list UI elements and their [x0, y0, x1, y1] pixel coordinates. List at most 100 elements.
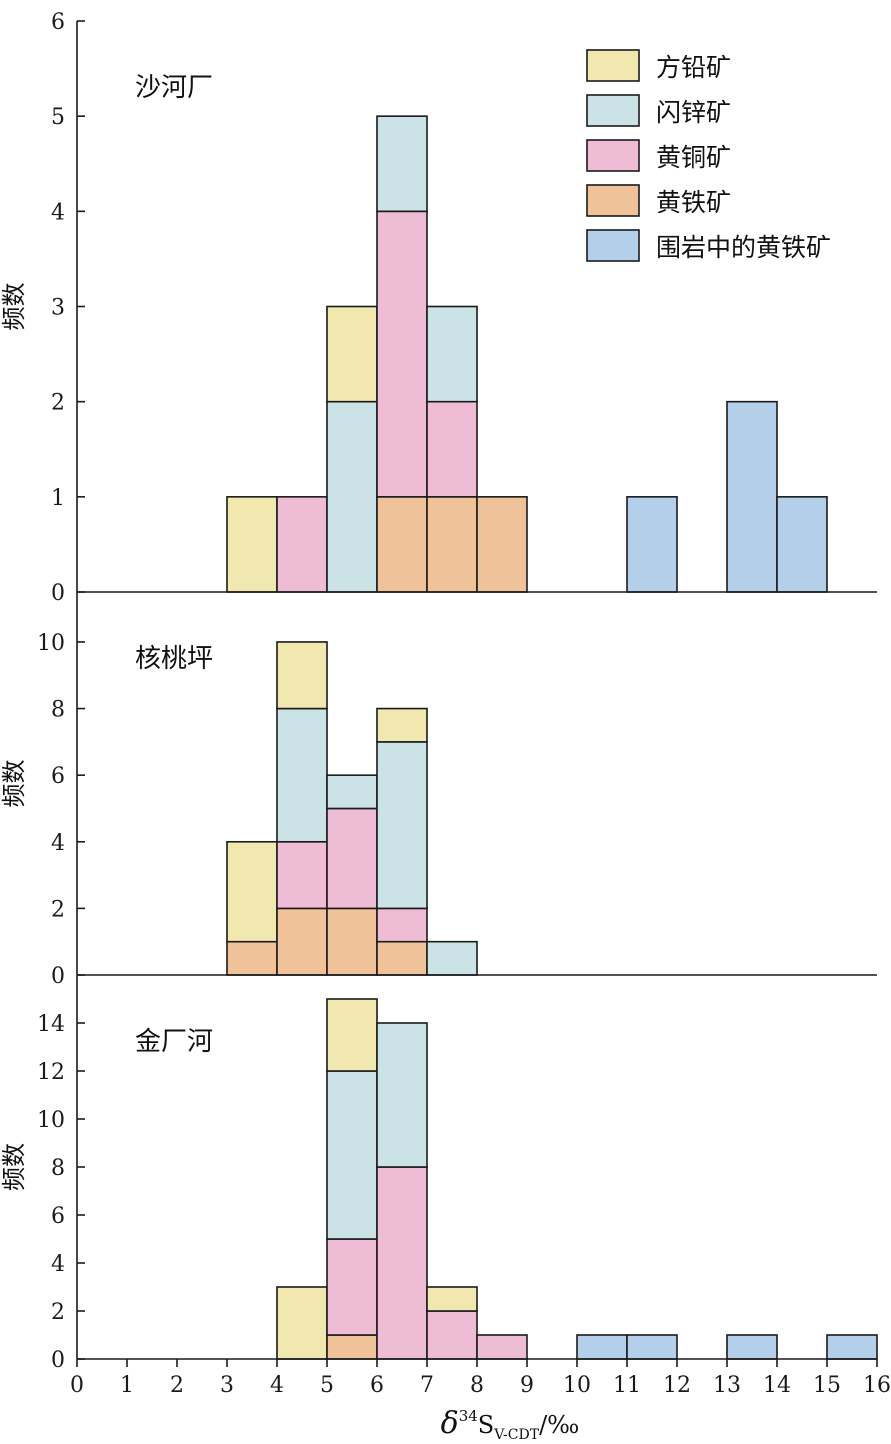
x-axis-label-s: S	[478, 1411, 494, 1439]
y-tick-label: 2	[51, 1300, 65, 1325]
legend-label-wallrock_pyrite: 围岩中的黄铁矿	[656, 233, 831, 262]
bar-segment-galena	[326, 998, 378, 1072]
y-tick-label: 0	[51, 1348, 65, 1373]
legend-label-chalcopyrite: 黄铜矿	[656, 143, 731, 172]
y-axis-label: 频数	[0, 1143, 28, 1191]
bar-segment-galena	[226, 840, 278, 943]
y-tick-label: 2	[51, 391, 65, 416]
panel-title: 金厂河	[135, 1027, 213, 1057]
y-tick-label: 6	[51, 10, 65, 35]
x-tick-label: 5	[320, 1373, 334, 1398]
panel-title: 沙河厂	[135, 73, 213, 103]
bar-segment-sphalerite	[326, 774, 378, 810]
x-axis-label: δ34SV-CDT/‰	[441, 1406, 580, 1443]
bar-segment-pyrite	[426, 496, 478, 593]
y-tick-label: 12	[37, 1060, 65, 1085]
bar-segment-sphalerite	[376, 741, 428, 910]
bar-segment-sphalerite	[326, 1070, 378, 1240]
x-axis-label-sub: V-CDT	[493, 1427, 539, 1443]
bar-segment-wallrock_pyrite	[726, 400, 778, 593]
x-tick-label: 6	[370, 1373, 384, 1398]
bar-segment-chalcopyrite	[326, 807, 378, 910]
bar-segment-galena	[376, 707, 428, 743]
y-tick-label: 4	[51, 200, 65, 225]
bar-segment-sphalerite	[376, 115, 428, 213]
bar-segment-chalcopyrite	[276, 840, 328, 910]
x-tick-label: 15	[813, 1373, 841, 1398]
x-axis-label-unit: /‰	[539, 1411, 579, 1439]
x-axis-label-sup: 34	[459, 1407, 478, 1425]
x-tick-label: 10	[563, 1373, 591, 1398]
x-tick-label: 16	[863, 1373, 891, 1398]
legend-label-pyrite: 黄铁矿	[656, 188, 731, 217]
legend-label-galena: 方铅矿	[656, 53, 731, 82]
x-tick-label: 4	[270, 1373, 284, 1398]
x-tick-label: 8	[470, 1373, 484, 1398]
bar-segment-pyrite	[376, 496, 428, 593]
y-tick-label: 10	[37, 1108, 65, 1133]
x-tick-label: 0	[70, 1373, 84, 1398]
x-tick-label: 7	[420, 1373, 434, 1398]
y-tick-label: 4	[51, 1252, 65, 1277]
y-tick-label: 3	[51, 296, 65, 321]
legend-swatch-sphalerite	[586, 94, 640, 127]
bar-segment-wallrock_pyrite	[626, 496, 678, 593]
bar-segment-sphalerite	[426, 305, 478, 403]
x-tick-label: 2	[170, 1373, 184, 1398]
bar-segment-pyrite	[376, 940, 428, 976]
bar-segment-pyrite	[476, 496, 528, 593]
bar-segment-chalcopyrite	[276, 496, 328, 593]
y-tick-label: 6	[51, 1204, 65, 1229]
bar-segment-chalcopyrite	[476, 1334, 528, 1360]
bar-segment-galena	[276, 641, 328, 710]
bar-segment-sphalerite	[426, 940, 478, 976]
legend-swatch-chalcopyrite	[586, 139, 640, 172]
bar-segment-wallrock_pyrite	[776, 496, 828, 593]
y-tick-label: 5	[51, 105, 65, 130]
x-tick-label: 13	[713, 1373, 741, 1398]
y-axis-label: 频数	[0, 760, 28, 808]
bar-segment-galena	[226, 496, 278, 593]
bar-segment-chalcopyrite	[376, 907, 428, 943]
y-tick-label: 1	[51, 486, 65, 511]
y-tick-label: 10	[37, 631, 65, 656]
legend-swatch-pyrite	[586, 184, 640, 217]
y-tick-label: 14	[37, 1012, 65, 1037]
bar-segment-galena	[426, 1286, 478, 1312]
x-tick-label: 1	[120, 1373, 134, 1398]
bar-segment-chalcopyrite	[426, 400, 478, 498]
bar-segment-pyrite	[226, 940, 278, 976]
y-axis-label: 频数	[0, 283, 28, 331]
bar-segment-pyrite	[276, 907, 328, 976]
bar-segment-sphalerite	[276, 707, 328, 843]
legend-label-sphalerite: 闪锌矿	[656, 98, 731, 127]
bar-segment-wallrock_pyrite	[826, 1334, 878, 1360]
bar-segment-galena	[276, 1286, 328, 1360]
y-tick-label: 0	[51, 581, 65, 606]
x-axis-label-delta: δ	[441, 1406, 459, 1441]
x-tick-label: 14	[763, 1373, 791, 1398]
bar-segment-wallrock_pyrite	[576, 1334, 628, 1360]
bar-segment-pyrite	[326, 907, 378, 976]
bar-segment-chalcopyrite	[376, 1166, 428, 1360]
y-tick-label: 8	[51, 698, 65, 723]
x-axis: 0 1 2 3 4 5 6 7 8 9 10 11 12 13 14 15 16	[70, 1359, 891, 1398]
legend-swatch-galena	[586, 49, 640, 82]
x-tick-label: 3	[220, 1373, 234, 1398]
legend-swatch-wallrock_pyrite	[586, 229, 640, 262]
y-tick-label: 6	[51, 764, 65, 789]
bar-segment-wallrock_pyrite	[626, 1334, 678, 1360]
y-tick-label: 0	[51, 964, 65, 989]
bar-segment-wallrock_pyrite	[726, 1334, 778, 1360]
bar-segment-chalcopyrite	[426, 1310, 478, 1360]
y-tick-label: 2	[51, 897, 65, 922]
bar-segment-galena	[326, 305, 378, 403]
bar-segment-pyrite	[326, 1334, 378, 1360]
x-tick-label: 11	[613, 1373, 641, 1398]
bar-segment-sphalerite	[376, 1022, 428, 1168]
